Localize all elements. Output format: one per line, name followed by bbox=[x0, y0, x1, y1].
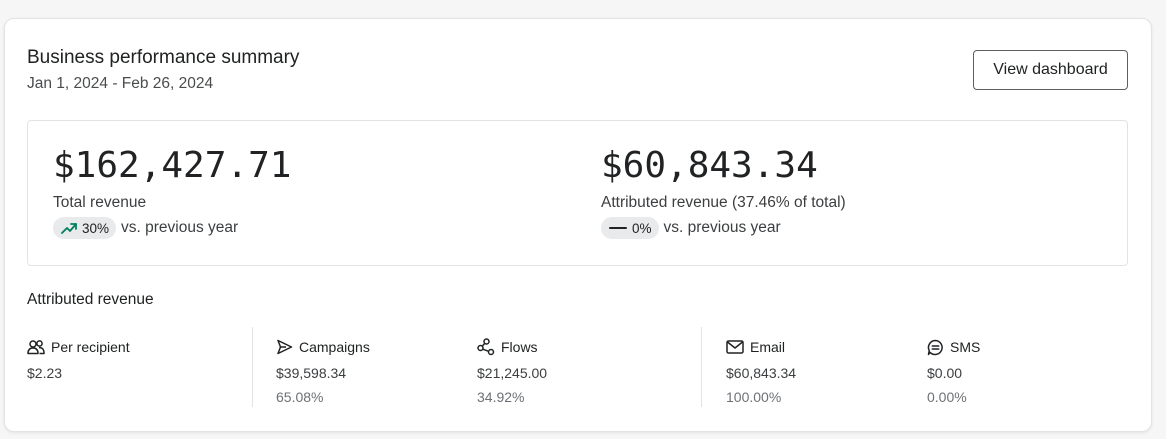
column-amount: $60,843.34 bbox=[726, 365, 797, 381]
column-amount: $2.23 bbox=[27, 365, 63, 381]
mail-icon bbox=[726, 340, 744, 354]
campaigns-column: Campaigns $39,598.34 65.08% bbox=[276, 337, 370, 405]
people-icon bbox=[27, 340, 45, 355]
trend-up-icon bbox=[61, 223, 77, 234]
revenue-metrics-box: $162,427.71 Total revenue 30% vs. previo… bbox=[27, 120, 1128, 266]
column-percent: 100.00% bbox=[726, 389, 782, 405]
per-recipient-column: Per recipient $2.23 bbox=[27, 337, 130, 381]
column-header: Per recipient bbox=[27, 337, 130, 357]
comparison-text: vs. previous year bbox=[121, 219, 239, 236]
attributed-revenue-breakdown: Per recipient $2.23 Campaigns $39,598.34… bbox=[27, 327, 1128, 411]
change-badge: 0% bbox=[601, 217, 659, 239]
column-header: SMS bbox=[927, 337, 980, 357]
sms-column: SMS $0.00 0.00% bbox=[927, 337, 980, 405]
business-performance-card: Business performance summary Jan 1, 2024… bbox=[4, 18, 1152, 432]
column-percent: 0.00% bbox=[927, 389, 967, 405]
column-amount: $21,245.00 bbox=[477, 365, 548, 381]
column-amount: $39,598.34 bbox=[276, 365, 347, 381]
total-revenue-label: Total revenue bbox=[53, 194, 147, 211]
attributed-revenue-section-title: Attributed revenue bbox=[27, 291, 154, 308]
attributed-revenue-label: Attributed revenue (37.46% of total) bbox=[601, 194, 846, 211]
divider bbox=[701, 327, 702, 407]
change-percent: 30% bbox=[82, 220, 110, 236]
column-label: Flows bbox=[501, 339, 538, 355]
column-label: Email bbox=[750, 339, 786, 355]
attributed-revenue-change: 0% vs. previous year bbox=[601, 217, 781, 239]
column-header: Flows bbox=[477, 337, 547, 357]
send-icon bbox=[277, 339, 293, 355]
column-label: SMS bbox=[950, 339, 981, 355]
column-header: Campaigns bbox=[276, 337, 370, 357]
attributed-revenue-value: $60,843.34 bbox=[601, 145, 818, 186]
total-revenue-value: $162,427.71 bbox=[53, 145, 292, 186]
date-range: Jan 1, 2024 - Feb 26, 2024 bbox=[27, 75, 214, 92]
column-header: Email bbox=[726, 337, 796, 357]
email-column: Email $60,843.34 100.00% bbox=[726, 337, 796, 405]
column-label: Campaigns bbox=[299, 339, 370, 355]
divider bbox=[252, 327, 253, 407]
column-amount: $0.00 bbox=[927, 365, 963, 381]
column-label: Per recipient bbox=[51, 339, 130, 355]
card-title: Business performance summary bbox=[27, 47, 300, 68]
flows-column: Flows $21,245.00 34.92% bbox=[477, 337, 547, 405]
change-badge: 30% bbox=[53, 217, 117, 239]
sms-icon bbox=[927, 339, 943, 355]
change-percent: 0% bbox=[632, 220, 652, 236]
comparison-text: vs. previous year bbox=[663, 219, 781, 236]
flows-icon bbox=[477, 338, 495, 356]
dash-icon bbox=[609, 227, 627, 229]
column-percent: 34.92% bbox=[477, 389, 525, 405]
total-revenue-change: 30% vs. previous year bbox=[53, 217, 238, 239]
column-percent: 65.08% bbox=[276, 389, 324, 405]
view-dashboard-button[interactable]: View dashboard bbox=[973, 50, 1128, 90]
